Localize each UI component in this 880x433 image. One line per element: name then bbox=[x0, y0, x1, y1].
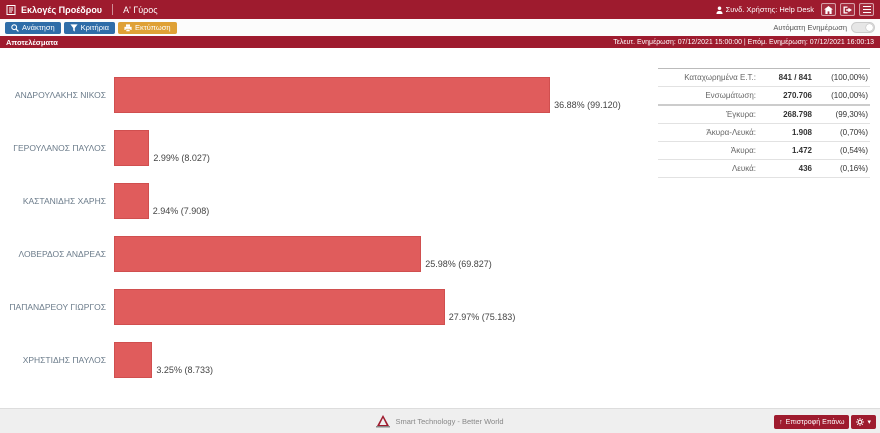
connected-user-label: Συνδ. Χρήστης: Help Desk bbox=[716, 5, 814, 14]
stats-label: Άκυρα: bbox=[730, 146, 756, 155]
home-button[interactable] bbox=[821, 3, 836, 16]
result-bar[interactable] bbox=[114, 288, 445, 325]
footer-tagline: Smart Technology - Better World bbox=[395, 416, 504, 426]
menu-button[interactable] bbox=[859, 3, 874, 16]
toolbar-buttons: Ανάκτηση Κριτήρια Εκτύπωση bbox=[5, 21, 177, 34]
filter-icon bbox=[70, 23, 78, 32]
logout-button[interactable] bbox=[840, 3, 855, 16]
stats-value: 1.472 bbox=[791, 146, 812, 155]
stats-pct: (99,30%) bbox=[835, 110, 868, 119]
print-button[interactable]: Εκτύπωση bbox=[117, 21, 177, 34]
bar-track: 25.98% (69.827) bbox=[114, 235, 658, 272]
page-title: Εκλογές Προέδρου bbox=[21, 4, 103, 15]
stats-pct: (0,16%) bbox=[839, 164, 868, 173]
bar-value-label: 3.25% (8.733) bbox=[156, 364, 213, 375]
back-to-top-button[interactable]: ↑ Επιστροφή Επάνω bbox=[774, 415, 850, 429]
header-left: Εκλογές Προέδρου Α' Γύρος bbox=[6, 4, 158, 15]
toggle-knob bbox=[866, 24, 873, 31]
chart-row: ΠΑΠΑΝΔΡΕΟΥ ΓΙΩΡΓΟΣ 27.97% (75.183) bbox=[6, 280, 658, 333]
bar-track: 27.97% (75.183) bbox=[114, 288, 658, 325]
print-icon bbox=[124, 23, 132, 32]
stats-row: Ενσωμάτωση: 270.706 (100,00%) bbox=[658, 87, 870, 106]
app-icon bbox=[6, 4, 16, 15]
stats-row: Άκυρα: 1.472 (0,54%) bbox=[658, 142, 870, 160]
gear-icon bbox=[856, 418, 865, 426]
stats-label: Καταχωρημένα Ε.Τ.: bbox=[684, 73, 756, 82]
result-bar[interactable] bbox=[114, 235, 422, 272]
round-title: Α' Γύρος bbox=[123, 4, 158, 15]
stats-pct: (100,00%) bbox=[831, 91, 868, 100]
result-bar[interactable] bbox=[114, 129, 150, 166]
retrieve-button[interactable]: Ανάκτηση bbox=[5, 21, 61, 34]
auto-update-toggle[interactable] bbox=[851, 22, 875, 33]
stats-row: Έγκυρα: 268.798 (99,30%) bbox=[658, 106, 870, 124]
stats-label: Έγκυρα: bbox=[725, 110, 756, 119]
bar-track: 36.88% (99.120) bbox=[114, 76, 658, 113]
bar-track: 2.94% (7.908) bbox=[114, 182, 658, 219]
stats-value: 270.706 bbox=[783, 91, 812, 100]
bar-value-label: 2.94% (7.908) bbox=[152, 205, 210, 216]
stats-label: Άκυρα-Λευκά: bbox=[706, 128, 756, 137]
auto-update-label: Αυτόματη Ενημέρωση bbox=[773, 23, 847, 32]
hamburger-icon bbox=[862, 5, 871, 14]
stats-value: 436 bbox=[798, 164, 812, 173]
logout-icon bbox=[843, 5, 852, 14]
user-icon bbox=[716, 6, 723, 14]
bar-value-label: 2.99% (8.027) bbox=[153, 152, 210, 163]
arrow-up-icon: ↑ bbox=[779, 418, 783, 426]
chart-row: ΧΡΗΣΤΙΔΗΣ ΠΑΥΛΟΣ 3.25% (8.733) bbox=[6, 333, 658, 386]
header-right: Συνδ. Χρήστης: Help Desk bbox=[716, 3, 874, 16]
footer: Smart Technology - Better World ↑ Επιστρ… bbox=[0, 408, 880, 433]
auto-update-control: Αυτόματη Ενημέρωση bbox=[773, 22, 875, 33]
bar-value-label: 25.98% (69.827) bbox=[425, 258, 492, 269]
stats-label: Ενσωμάτωση: bbox=[705, 91, 756, 100]
home-icon bbox=[824, 5, 833, 14]
stats-pct: (100,00%) bbox=[831, 73, 868, 82]
footer-buttons: ↑ Επιστροφή Επάνω ▾ bbox=[774, 415, 876, 429]
stats-value: 1.908 bbox=[791, 128, 812, 137]
search-icon bbox=[11, 23, 19, 32]
candidate-label: ΧΡΗΣΤΙΔΗΣ ΠΑΥΛΟΣ bbox=[22, 354, 106, 365]
settings-caret: ▾ bbox=[867, 418, 871, 426]
bar-chart: ΑΝΔΡΟΥΛΑΚΗΣ ΝΙΚΟΣ 36.88% (99.120) ΓΕΡΟΥΛ… bbox=[6, 54, 658, 408]
candidate-label: ΑΝΔΡΟΥΛΑΚΗΣ ΝΙΚΟΣ bbox=[14, 89, 106, 100]
stats-pct: (0,70%) bbox=[839, 128, 868, 137]
result-bar[interactable] bbox=[114, 76, 551, 113]
stats-value: 268.798 bbox=[783, 110, 812, 119]
stats-row: Άκυρα-Λευκά: 1.908 (0,70%) bbox=[658, 124, 870, 142]
toolbar: Ανάκτηση Κριτήρια Εκτύπωση Αυτόματη Ενημ… bbox=[0, 19, 880, 36]
bar-value-label: 36.88% (99.120) bbox=[554, 99, 621, 110]
update-info: Τελευτ. Ενημέρωση: 07/12/2021 15:00:00 |… bbox=[613, 38, 874, 46]
sts-logo bbox=[376, 414, 391, 428]
chart-row: ΛΟΒΕΡΔΟΣ ΑΝΔΡΕΑΣ 25.98% (69.827) bbox=[6, 227, 658, 280]
app-header: Εκλογές Προέδρου Α' Γύρος Συνδ. Χρήστης:… bbox=[0, 0, 880, 19]
main-content: ΑΝΔΡΟΥΛΑΚΗΣ ΝΙΚΟΣ 36.88% (99.120) ΓΕΡΟΥΛ… bbox=[0, 48, 880, 408]
results-title: Αποτελέσματα bbox=[6, 37, 58, 47]
bar-track: 3.25% (8.733) bbox=[114, 341, 658, 378]
stats-row: Καταχωρημένα Ε.Τ.: 841 / 841 (100,00%) bbox=[658, 68, 870, 87]
header-divider bbox=[112, 4, 114, 15]
results-header: Αποτελέσματα Τελευτ. Ενημέρωση: 07/12/20… bbox=[0, 36, 880, 48]
stats-row: Λευκά: 436 (0,16%) bbox=[658, 160, 870, 178]
settings-button[interactable]: ▾ bbox=[851, 415, 876, 429]
chart-row: ΚΑΣΤΑΝΙΔΗΣ ΧΑΡΗΣ 2.94% (7.908) bbox=[6, 174, 658, 227]
result-bar[interactable] bbox=[114, 182, 149, 219]
bar-track: 2.99% (8.027) bbox=[114, 129, 658, 166]
bar-value-label: 27.97% (75.183) bbox=[448, 311, 516, 322]
result-bar[interactable] bbox=[114, 341, 153, 378]
stats-pct: (0,54%) bbox=[839, 146, 868, 155]
stats-panel: Καταχωρημένα Ε.Τ.: 841 / 841 (100,00%) Ε… bbox=[658, 68, 870, 408]
candidate-label: ΠΑΠΑΝΔΡΕΟΥ ΓΙΩΡΓΟΣ bbox=[9, 301, 106, 312]
criteria-button[interactable]: Κριτήρια bbox=[63, 21, 115, 34]
candidate-label: ΚΑΣΤΑΝΙΔΗΣ ΧΑΡΗΣ bbox=[22, 195, 106, 206]
chart-row: ΑΝΔΡΟΥΛΑΚΗΣ ΝΙΚΟΣ 36.88% (99.120) bbox=[6, 68, 658, 121]
stats-value: 841 / 841 bbox=[778, 73, 812, 82]
candidate-label: ΛΟΒΕΡΔΟΣ ΑΝΔΡΕΑΣ bbox=[18, 248, 107, 259]
stats-label: Λευκά: bbox=[731, 164, 756, 173]
chart-row: ΓΕΡΟΥΛΑΝΟΣ ΠΑΥΛΟΣ 2.99% (8.027) bbox=[6, 121, 658, 174]
candidate-label: ΓΕΡΟΥΛΑΝΟΣ ΠΑΥΛΟΣ bbox=[13, 142, 106, 153]
